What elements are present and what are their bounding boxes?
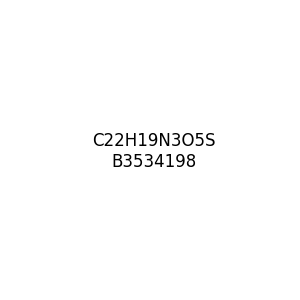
Text: C22H19N3O5S
B3534198: C22H19N3O5S B3534198 — [92, 132, 215, 171]
